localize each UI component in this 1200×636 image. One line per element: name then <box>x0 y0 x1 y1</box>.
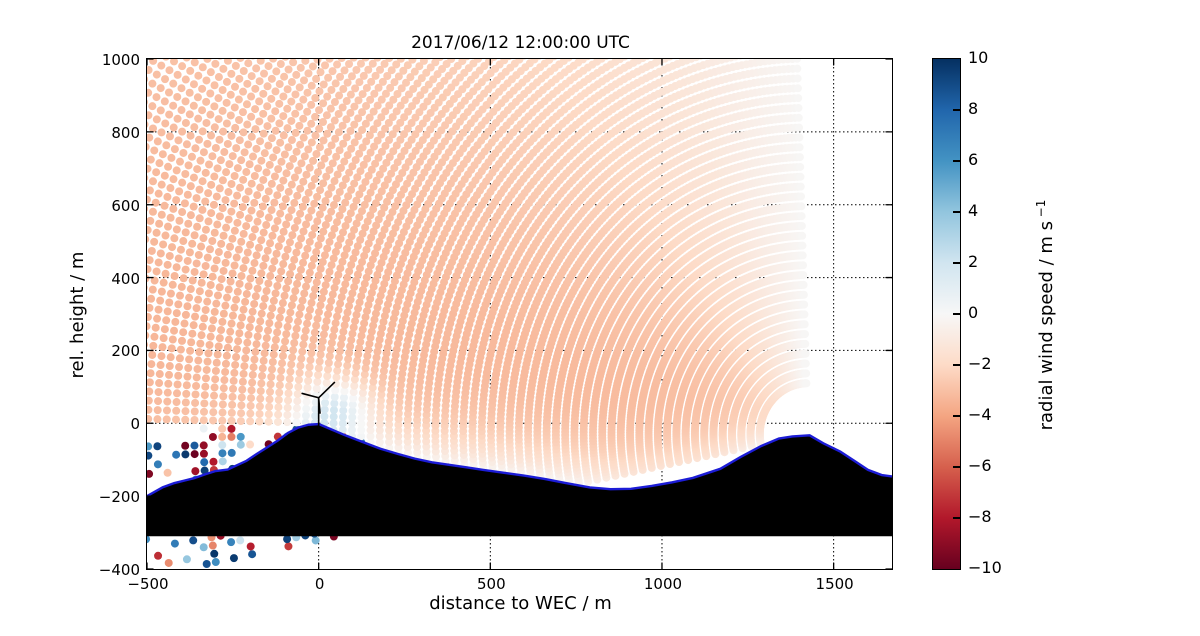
colorbar-tick-label: 8 <box>968 99 979 118</box>
colorbar-tick-mark <box>953 466 960 468</box>
x-axis-label: distance to WEC / m <box>429 593 612 614</box>
y-tick-label: −400 <box>98 561 140 579</box>
y-tick-label: 200 <box>111 342 140 361</box>
colorbar-tick-mark <box>953 109 960 111</box>
colorbar-tick-label: −6 <box>968 456 992 475</box>
x-tick-label: 1000 <box>643 575 683 593</box>
colorbar-tick-label: 0 <box>968 303 979 322</box>
colorbar-tick-mark <box>953 262 960 264</box>
colorbar-tick-label: −10 <box>968 558 1002 577</box>
colorbar-tick-label: 6 <box>968 150 979 169</box>
y-tick-label: 400 <box>111 269 140 288</box>
colorbar-tick-mark <box>953 415 960 417</box>
y-tick-label: 800 <box>111 123 140 142</box>
x-tick-label: 0 <box>314 575 325 593</box>
colorbar <box>932 58 961 570</box>
colorbar-tick-label: −2 <box>968 354 992 373</box>
colorbar-tick-label: −8 <box>968 507 992 526</box>
colorbar-tick-mark <box>953 517 960 519</box>
y-tick-label: 0 <box>130 415 140 434</box>
colorbar-tick-label: 10 <box>968 48 989 67</box>
x-tick-label: −500 <box>127 575 169 593</box>
colorbar-tick-mark <box>953 211 960 213</box>
x-tick-label: 1500 <box>815 575 854 593</box>
y-tick-label: 600 <box>111 196 140 215</box>
plot-area <box>146 58 893 570</box>
colorbar-tick-mark <box>953 364 960 366</box>
colorbar-tick-label: 4 <box>968 201 979 220</box>
y-tick-label: −200 <box>98 488 140 507</box>
plot-title: 2017/06/12 12:00:00 UTC <box>411 33 630 53</box>
scan-scatter-canvas <box>147 59 892 569</box>
colorbar-tick-mark <box>953 160 960 162</box>
colorbar-tick-label: 2 <box>968 252 979 271</box>
colorbar-tick-label: −4 <box>968 405 992 424</box>
x-tick-label: 500 <box>476 575 506 593</box>
colorbar-label: radial wind speed / m s −1 <box>1034 199 1057 431</box>
y-tick-label: 1000 <box>101 51 140 69</box>
colorbar-tick-mark <box>953 313 960 315</box>
